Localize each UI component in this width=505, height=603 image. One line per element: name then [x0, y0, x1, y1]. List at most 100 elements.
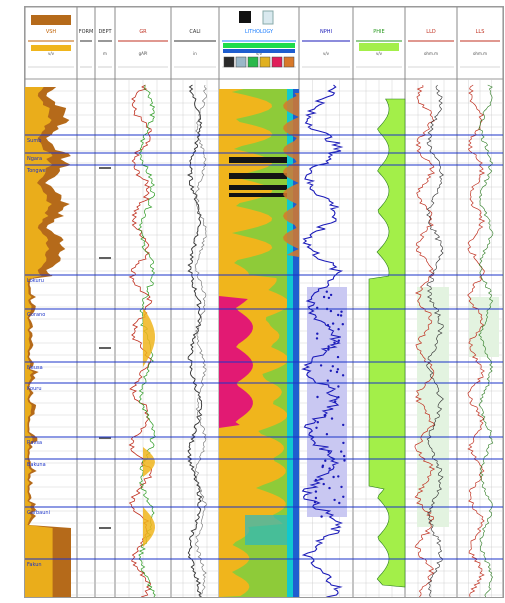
- nphi-data-point: [327, 345, 330, 348]
- phie-legend-swatch: [359, 43, 399, 51]
- coal-layer: [229, 173, 299, 179]
- nphi-data-point: [315, 426, 318, 429]
- nphi-data-point: [342, 441, 345, 445]
- track-header-name: CALI: [189, 29, 200, 35]
- nphi-data-point: [340, 310, 343, 313]
- mineral-legend-swatch: [223, 56, 235, 68]
- mineral-legend-icon: [239, 11, 251, 23]
- nphi-data-point: [325, 433, 329, 436]
- nphi-data-point: [324, 459, 327, 462]
- nphi-data-point: [313, 501, 317, 504]
- nphi-data-point: [329, 369, 332, 372]
- nphi-data-point: [327, 296, 331, 300]
- nphi-data-point: [341, 374, 345, 377]
- mineral-legend-bar: [223, 49, 295, 53]
- track-header-unit: ohm.m: [424, 51, 438, 56]
- carbonate-fill: [219, 89, 253, 597]
- res2-fill: [469, 297, 499, 357]
- formation-top-label: Gorano: [27, 312, 45, 318]
- nphi-data-point: [320, 515, 323, 518]
- nphi-data-point: [339, 314, 343, 317]
- nphi-data-point: [319, 364, 323, 367]
- formation-top-label: Garbauni: [27, 510, 50, 516]
- nphi-data-point: [328, 467, 331, 470]
- track-header-name: LLS: [476, 29, 485, 35]
- nphi-data-point: [314, 496, 318, 500]
- nphi-data-point: [327, 348, 330, 351]
- nphi-gas-fill: [307, 287, 347, 517]
- log-viewer[interactable]: VSH v/v FORM DEPT m GR gAPI CALI in LITHOLOGY v/v N…: [24, 6, 504, 598]
- gr-curve: [128, 84, 153, 598]
- nphi-data-point: [316, 306, 319, 309]
- mineral-legend-swatch: [271, 56, 283, 68]
- mineral-legend-swatch: [235, 56, 247, 68]
- nphi-data-point: [341, 323, 344, 326]
- nphi-data-point: [337, 328, 340, 331]
- depth-marker: [99, 257, 111, 259]
- track-header-name: FORM: [79, 29, 94, 35]
- nphi-data-point: [334, 400, 337, 403]
- coal-layer: [229, 157, 299, 163]
- mineral-legend-icon: [262, 10, 274, 25]
- track-header-unit: v/v: [376, 51, 383, 56]
- nphi-data-point: [330, 417, 334, 420]
- coal-layer: [229, 185, 299, 190]
- res1-shallow-curve: [426, 84, 444, 598]
- track-header-unit: v/v: [323, 51, 330, 56]
- nphi-curve: [301, 84, 344, 598]
- sand-fill: [25, 87, 53, 597]
- nphi-data-point: [340, 485, 343, 489]
- nphi-data-point: [332, 475, 335, 479]
- nphi-data-point: [316, 332, 319, 335]
- track-header-name: LITHOLOGY: [245, 29, 274, 35]
- nphi-data-point: [316, 395, 319, 399]
- water-band: [293, 89, 299, 597]
- track-header-name: NPHI: [320, 29, 332, 35]
- nphi-data-point: [337, 313, 340, 317]
- nphi-data-point: [326, 379, 329, 382]
- nphi-data-point: [328, 486, 331, 490]
- nphi-data-point: [337, 385, 340, 388]
- mineral-legend-swatch: [259, 56, 271, 68]
- nphi-data-point: [333, 341, 336, 344]
- track-header-unit: in: [193, 51, 197, 56]
- nphi-data-point: [336, 368, 340, 371]
- nphi-data-point: [316, 421, 319, 424]
- sandstone-fill: [219, 89, 289, 597]
- formation-top-label: Ravsa: [27, 440, 42, 446]
- nphi-data-point: [314, 490, 318, 493]
- track-header-unit: gAPI: [139, 51, 148, 56]
- mineral-legend-bar: [223, 43, 295, 48]
- caliper-curve: [187, 84, 203, 598]
- well-log-plot[interactable]: VSH v/v FORM DEPT m GR gAPI CALI in LITHOLOGY v/v N…: [24, 6, 504, 598]
- track-header-unit: v/v: [256, 51, 263, 56]
- formation-top-label: Kouru: [27, 386, 41, 392]
- vsh-legend-swatch: [31, 15, 71, 25]
- track-header-name: DEPT: [98, 29, 112, 35]
- formation-top-label: Sumb: [27, 138, 41, 144]
- porosity-band: [287, 89, 293, 597]
- nphi-data-point: [335, 370, 339, 374]
- nphi-data-point: [321, 464, 325, 467]
- formation-top-label: Tongwe: [26, 168, 46, 174]
- mineral-legend-swatch: [247, 56, 259, 68]
- shale-fill: [283, 93, 299, 257]
- mineral-legend-swatch: [283, 56, 295, 68]
- track-header-name: GR: [139, 29, 147, 35]
- vsh-legend-swatch: [31, 45, 71, 51]
- nphi-data-point: [337, 339, 340, 342]
- gr-sand-fill: [143, 507, 155, 547]
- res2-curve: [467, 84, 486, 598]
- nphi-data-point: [336, 355, 340, 359]
- nphi-data-point: [331, 365, 334, 368]
- nphi-data-point: [338, 501, 341, 505]
- nphi-data-point: [326, 324, 330, 327]
- nphi-data-point: [315, 337, 319, 340]
- track-header-name: VSH: [46, 29, 57, 35]
- depth-marker: [99, 167, 111, 169]
- nphi-data-point: [325, 290, 328, 293]
- gr-sand-fill: [143, 447, 155, 477]
- nphi-data-point: [342, 495, 345, 498]
- formation-top-label: Neusa: [27, 365, 43, 371]
- nphi-data-point: [337, 475, 340, 478]
